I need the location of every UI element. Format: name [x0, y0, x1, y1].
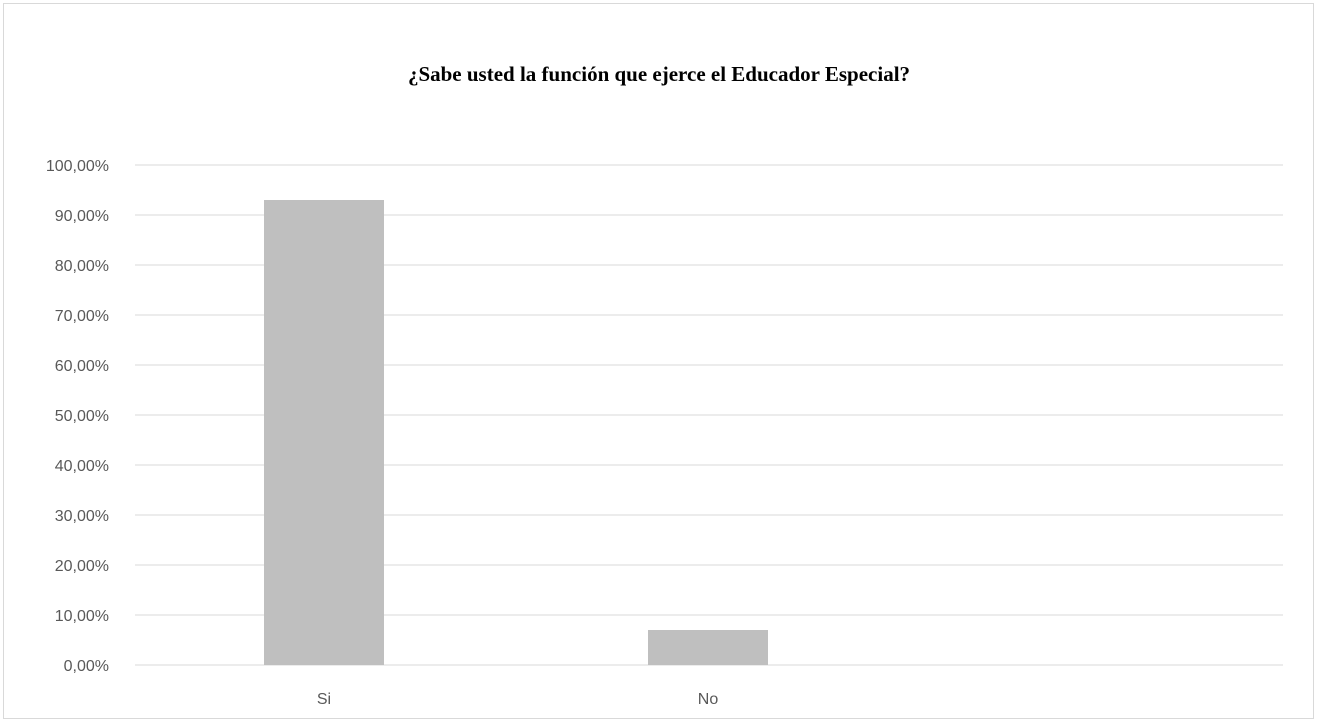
- bars: [264, 200, 768, 665]
- x-tick-label: No: [698, 691, 719, 708]
- y-tick-label: 10,00%: [55, 608, 109, 625]
- y-tick-label: 70,00%: [55, 308, 109, 325]
- y-tick-label: 100,00%: [46, 158, 109, 175]
- chart-title: ¿Sabe usted la función que ejerce el Edu…: [407, 62, 911, 86]
- bar-no: [648, 630, 768, 665]
- y-tick-label: 30,00%: [55, 508, 109, 525]
- y-tick-label: 0,00%: [64, 658, 109, 675]
- x-tick-label: Si: [317, 691, 331, 708]
- x-axis-ticks: Si No: [317, 691, 718, 708]
- y-tick-label: 90,00%: [55, 208, 109, 225]
- y-tick-label: 20,00%: [55, 558, 109, 575]
- y-tick-label: 60,00%: [55, 358, 109, 375]
- chart-frame: [3, 3, 1314, 719]
- y-axis-ticks: 0,00% 10,00% 20,00% 30,00% 40,00% 50,00% 60,00…: [46, 158, 109, 675]
- y-tick-label: 40,00%: [55, 458, 109, 475]
- y-tick-label: 80,00%: [55, 258, 109, 275]
- y-tick-label: 50,00%: [55, 408, 109, 425]
- bar-si: [264, 200, 384, 665]
